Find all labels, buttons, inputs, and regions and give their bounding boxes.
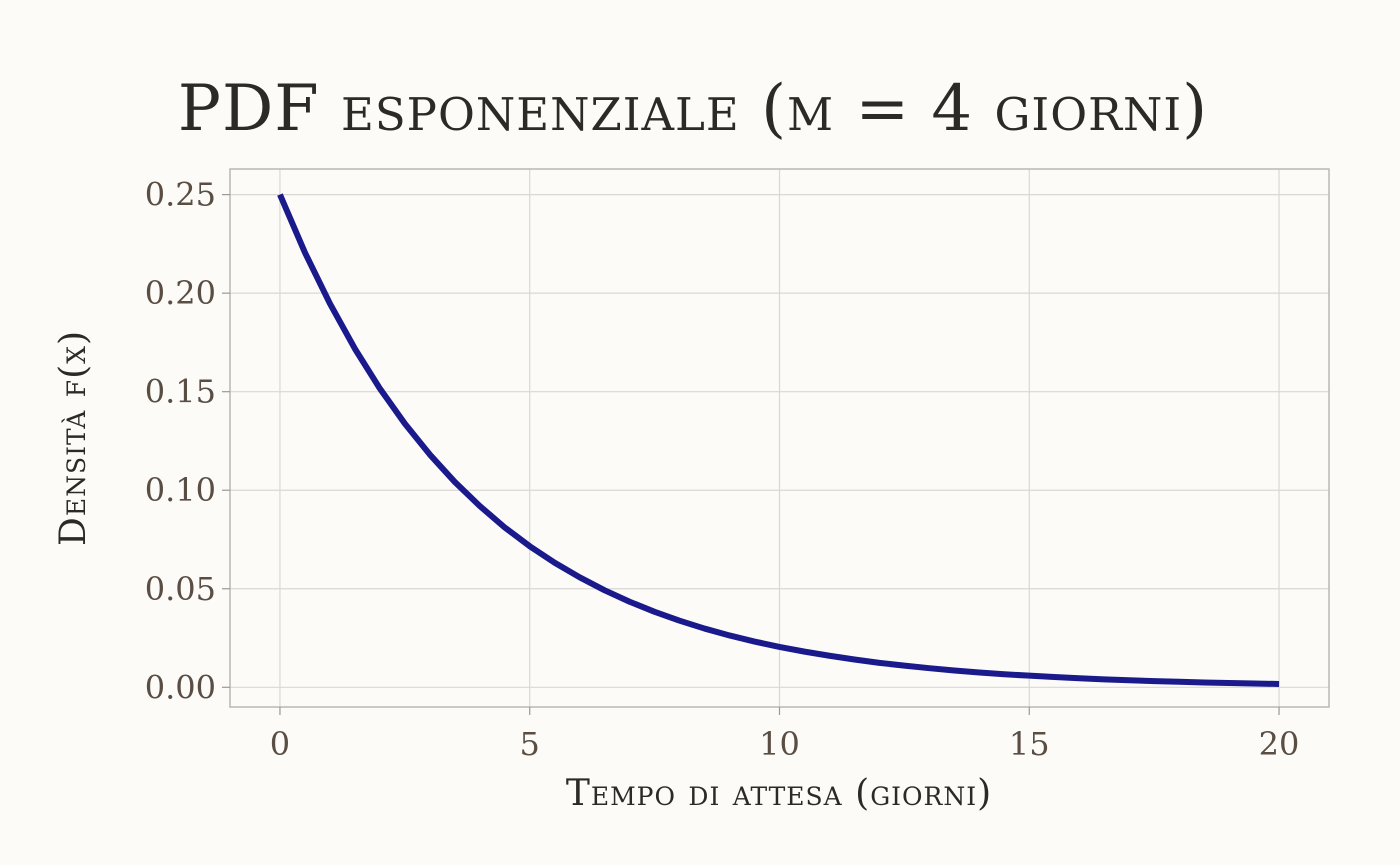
x-tick-label: 10: [759, 725, 800, 763]
x-axis: 0 5 10 15 20: [270, 707, 1300, 763]
y-tick-label: 0.10: [145, 471, 216, 509]
x-tick-label: 0: [270, 725, 290, 763]
y-tick-label: 0.25: [145, 176, 216, 214]
x-tick-label: 20: [1259, 725, 1300, 763]
y-axis-title: Densità f(x): [53, 330, 94, 546]
x-tick-label: 5: [520, 725, 540, 763]
y-tick-label: 0.20: [145, 274, 216, 312]
series-group: [277, 193, 1280, 687]
y-axis: 0.00 0.05 0.10 0.15 0.20 0.25: [145, 176, 230, 706]
x-tick-label: 15: [1009, 725, 1050, 763]
chart-title: PDF esponenziale (μ = 4 giorni): [178, 72, 1208, 146]
series-line: [277, 193, 1280, 687]
grid: [230, 169, 1329, 707]
y-tick-label: 0.05: [145, 570, 216, 608]
x-axis-title: Tempo di attesa (giorni): [566, 773, 992, 814]
y-tick-label: 0.15: [145, 373, 216, 411]
y-tick-label: 0.00: [145, 668, 216, 706]
